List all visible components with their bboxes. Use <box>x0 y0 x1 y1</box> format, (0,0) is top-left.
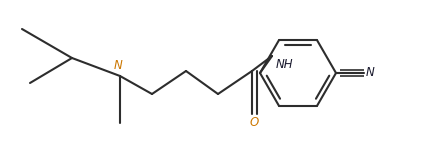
Text: N: N <box>114 59 122 72</box>
Text: O: O <box>249 116 259 129</box>
Text: NH: NH <box>276 58 294 71</box>
Text: N: N <box>366 66 375 79</box>
